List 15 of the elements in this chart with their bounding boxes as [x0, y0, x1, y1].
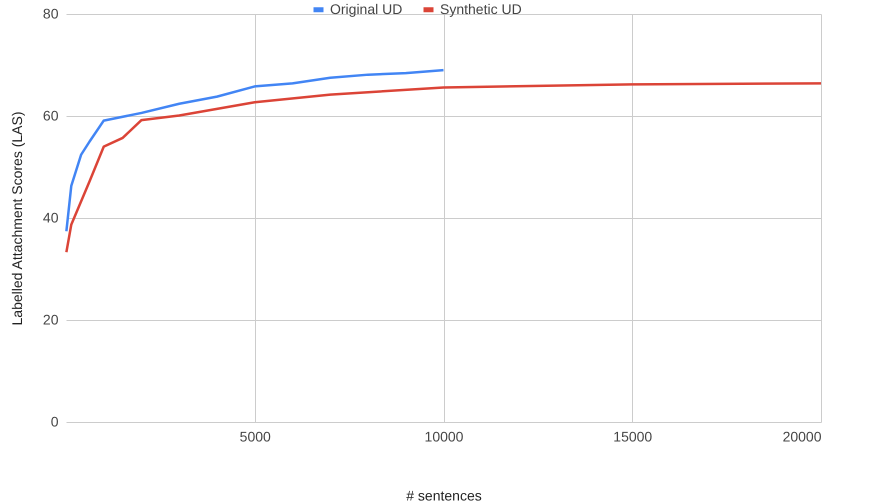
x-tick-label: 20000 — [782, 428, 822, 444]
line-series — [65, 82, 822, 254]
x-tick-label: 5000 — [240, 428, 272, 444]
y-tick-label: 80 — [42, 6, 59, 22]
y-tick-label: 20 — [42, 312, 59, 328]
y-tick-label: 40 — [42, 210, 59, 226]
y-tick-label: 0 — [50, 414, 59, 430]
x-tick-label: 15000 — [613, 428, 652, 444]
y-axis-title: Labelled Attachment Scores (LAS) — [8, 111, 25, 326]
line-series — [65, 68, 445, 233]
y-tick-label: 60 — [42, 108, 59, 124]
legend-label: Synthetic UD — [440, 0, 522, 17]
x-axis-title: # sentences — [406, 488, 482, 502]
x-tick-label: 10000 — [424, 428, 464, 444]
legend-label: Original UD — [330, 0, 402, 17]
